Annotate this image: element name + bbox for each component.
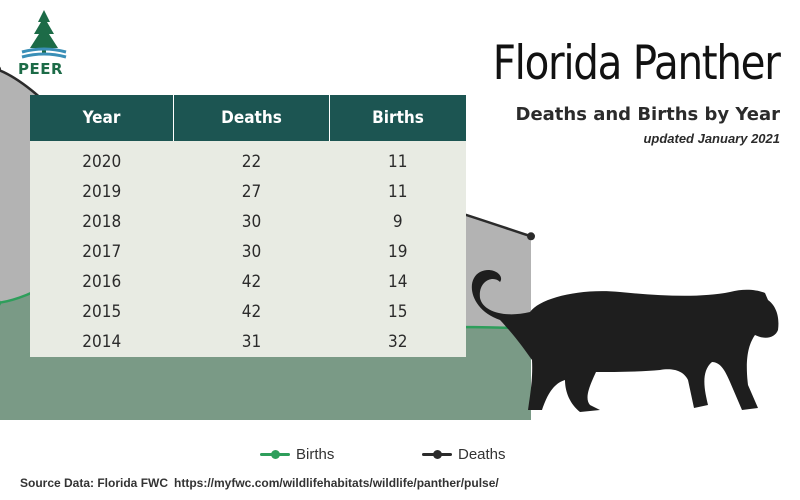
deaths-point-2020 — [527, 232, 535, 241]
legend-label-births: Births — [296, 446, 335, 463]
births-cell: 14 — [329, 267, 466, 297]
updated-note: updated January 2021 — [643, 131, 780, 146]
logo-text: PEER — [18, 60, 64, 78]
births-point-2016 — [0, 300, 1, 306]
births-cell: 19 — [329, 237, 466, 267]
births-cell: 11 — [329, 177, 466, 207]
deaths-births-table: Year Deaths Births 2020 22 11 2019 27 11… — [30, 95, 466, 357]
table-row: 2020 22 11 — [30, 141, 466, 177]
births-cell: 11 — [329, 141, 466, 177]
deaths-cell: 22 — [173, 141, 330, 177]
deaths-cell: 30 — [173, 207, 330, 237]
deaths-cell: 42 — [173, 297, 330, 327]
deaths-swatch-icon — [422, 450, 452, 459]
table-row: 2019 27 11 — [30, 177, 466, 207]
births-cell: 15 — [329, 297, 466, 327]
year-cell: 2014 — [30, 327, 174, 357]
table-row: 2014 31 32 — [30, 327, 466, 357]
births-cell: 32 — [329, 327, 466, 357]
deaths-cell: 42 — [173, 267, 330, 297]
source-label: Source Data: Florida FWC — [20, 476, 169, 490]
peer-logo-icon — [21, 10, 67, 59]
column-header-year: Year — [30, 95, 174, 141]
column-header-births: Births — [329, 95, 466, 141]
page-title: Florida Panther — [493, 36, 781, 91]
source-url: https://myfwc.com/wildlifehabitats/wildl… — [174, 476, 499, 490]
legend-item-births: Births — [260, 446, 334, 463]
table-row: 2017 30 19 — [30, 237, 466, 267]
table-row: 2018 30 9 — [30, 207, 466, 237]
legend-label-deaths: Deaths — [458, 446, 506, 463]
year-cell: 2017 — [30, 237, 174, 267]
births-swatch-icon — [260, 450, 290, 459]
deaths-point-2016 — [0, 66, 1, 72]
table-header-row: Year Deaths Births — [30, 95, 466, 141]
column-header-deaths: Deaths — [173, 95, 330, 141]
source-note: Source Data: Florida FWC https://myfwc.co… — [20, 476, 499, 490]
births-cell: 9 — [329, 207, 466, 237]
deaths-cell: 31 — [173, 327, 330, 357]
page-subtitle: Deaths and Births by Year — [515, 104, 780, 125]
year-cell: 2019 — [30, 177, 174, 207]
panther-silhouette — [471, 270, 779, 412]
year-cell: 2020 — [30, 141, 174, 177]
deaths-cell: 30 — [173, 237, 330, 267]
table-row: 2015 42 15 — [30, 297, 466, 327]
deaths-cell: 27 — [173, 177, 330, 207]
year-cell: 2016 — [30, 267, 174, 297]
year-cell: 2018 — [30, 207, 174, 237]
year-cell: 2015 — [30, 297, 174, 327]
legend-item-deaths: Deaths — [422, 446, 506, 463]
chart-legend: Births Deaths — [0, 446, 800, 466]
table-row: 2016 42 14 — [30, 267, 466, 297]
